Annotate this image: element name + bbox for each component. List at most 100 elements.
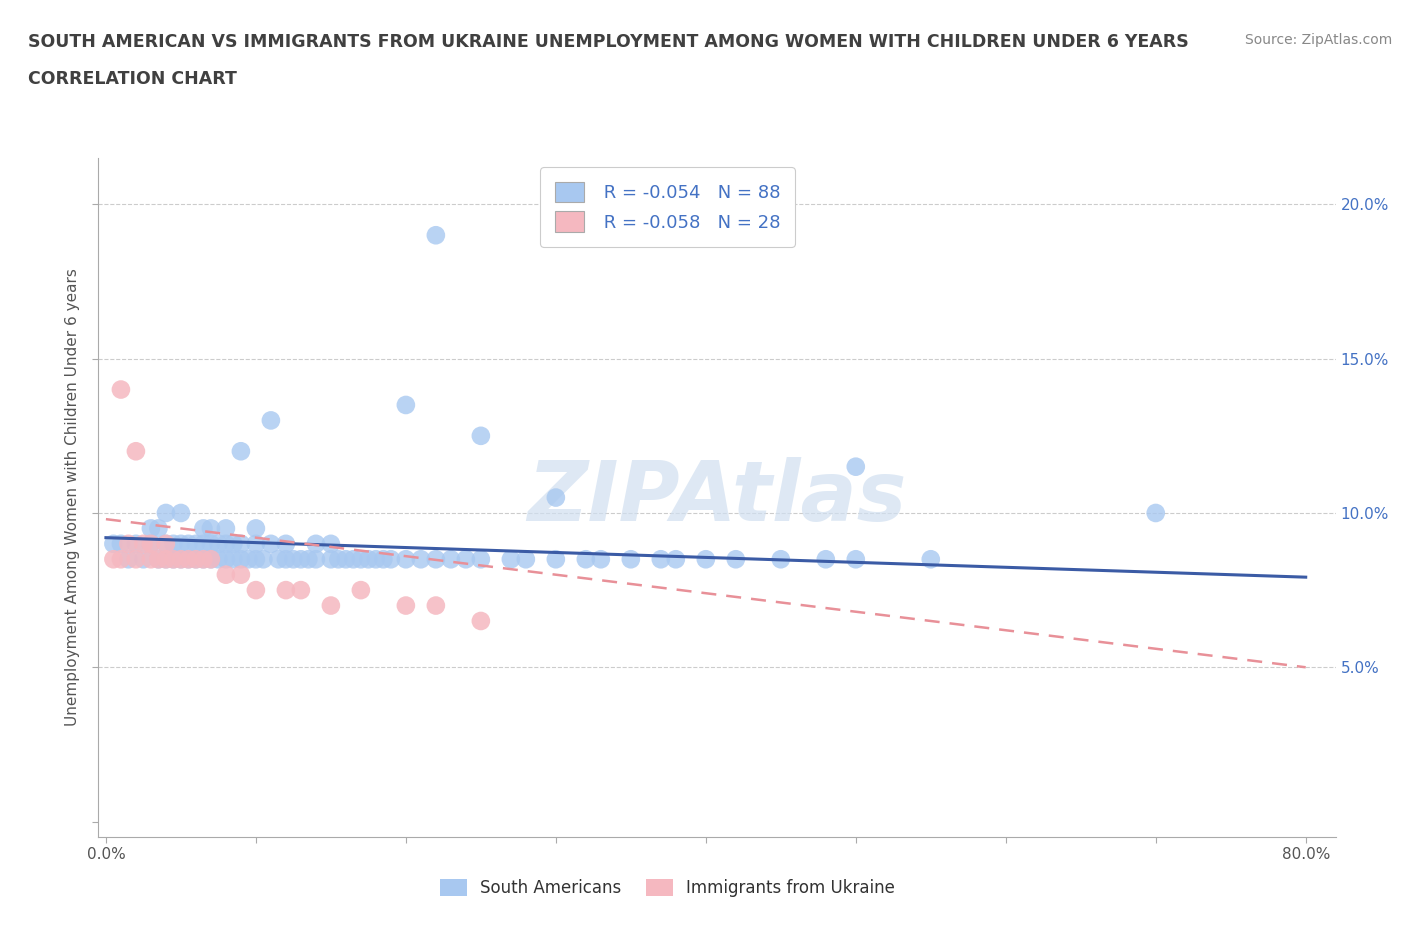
Point bbox=[335, 551, 357, 566]
Point bbox=[650, 551, 672, 566]
Point bbox=[425, 598, 447, 613]
Point bbox=[162, 551, 184, 566]
Point bbox=[170, 506, 193, 521]
Point bbox=[1144, 506, 1167, 521]
Point bbox=[395, 598, 418, 613]
Point bbox=[267, 551, 290, 566]
Point bbox=[260, 413, 283, 428]
Point bbox=[139, 521, 162, 536]
Point bbox=[425, 228, 447, 243]
Point bbox=[290, 551, 312, 566]
Point bbox=[215, 521, 238, 536]
Point bbox=[395, 551, 418, 566]
Point bbox=[215, 567, 238, 582]
Point bbox=[319, 551, 342, 566]
Point bbox=[238, 551, 260, 566]
Point bbox=[454, 551, 477, 566]
Point bbox=[162, 537, 184, 551]
Point bbox=[769, 551, 792, 566]
Legend: South Americans, Immigrants from Ukraine: South Americans, Immigrants from Ukraine bbox=[433, 871, 901, 903]
Point bbox=[260, 537, 283, 551]
Point bbox=[139, 537, 162, 551]
Point bbox=[245, 537, 267, 551]
Point bbox=[110, 551, 132, 566]
Point bbox=[319, 598, 342, 613]
Text: SOUTH AMERICAN VS IMMIGRANTS FROM UKRAINE UNEMPLOYMENT AMONG WOMEN WITH CHILDREN: SOUTH AMERICAN VS IMMIGRANTS FROM UKRAIN… bbox=[28, 33, 1189, 50]
Point bbox=[357, 551, 380, 566]
Point bbox=[544, 551, 567, 566]
Point bbox=[155, 551, 177, 566]
Point bbox=[229, 567, 252, 582]
Point bbox=[155, 551, 177, 566]
Point bbox=[117, 537, 139, 551]
Point bbox=[177, 537, 200, 551]
Point bbox=[305, 551, 328, 566]
Point bbox=[162, 551, 184, 566]
Point bbox=[373, 551, 395, 566]
Point bbox=[470, 429, 492, 444]
Point bbox=[470, 551, 492, 566]
Point bbox=[328, 551, 350, 566]
Point bbox=[193, 551, 215, 566]
Point bbox=[515, 551, 537, 566]
Point bbox=[170, 537, 193, 551]
Point bbox=[177, 551, 200, 566]
Point bbox=[342, 551, 364, 566]
Point bbox=[364, 551, 387, 566]
Point bbox=[200, 521, 222, 536]
Point bbox=[148, 551, 170, 566]
Point bbox=[814, 551, 837, 566]
Point bbox=[350, 551, 373, 566]
Point bbox=[305, 537, 328, 551]
Point bbox=[245, 583, 267, 598]
Text: CORRELATION CHART: CORRELATION CHART bbox=[28, 70, 238, 87]
Point bbox=[665, 551, 688, 566]
Point bbox=[139, 551, 162, 566]
Point bbox=[845, 459, 868, 474]
Point bbox=[117, 551, 139, 566]
Point bbox=[132, 551, 155, 566]
Point bbox=[274, 551, 297, 566]
Point bbox=[125, 444, 148, 458]
Point bbox=[103, 551, 125, 566]
Point bbox=[544, 490, 567, 505]
Point bbox=[215, 551, 238, 566]
Point bbox=[184, 551, 207, 566]
Point bbox=[229, 537, 252, 551]
Text: Source: ZipAtlas.com: Source: ZipAtlas.com bbox=[1244, 33, 1392, 46]
Point bbox=[229, 551, 252, 566]
Point bbox=[184, 551, 207, 566]
Point bbox=[695, 551, 717, 566]
Point bbox=[845, 551, 868, 566]
Point bbox=[297, 551, 319, 566]
Point bbox=[229, 444, 252, 458]
Point bbox=[575, 551, 598, 566]
Point bbox=[319, 537, 342, 551]
Point bbox=[132, 537, 155, 551]
Point bbox=[215, 537, 238, 551]
Point bbox=[200, 551, 222, 566]
Point bbox=[184, 537, 207, 551]
Point bbox=[589, 551, 612, 566]
Point bbox=[222, 551, 245, 566]
Point bbox=[409, 551, 432, 566]
Point bbox=[170, 551, 193, 566]
Point bbox=[125, 551, 148, 566]
Point bbox=[380, 551, 402, 566]
Point bbox=[283, 551, 305, 566]
Point bbox=[148, 551, 170, 566]
Point bbox=[499, 551, 522, 566]
Point bbox=[470, 614, 492, 629]
Point bbox=[620, 551, 643, 566]
Point bbox=[245, 521, 267, 536]
Point bbox=[103, 537, 125, 551]
Point bbox=[177, 551, 200, 566]
Text: ZIPAtlas: ZIPAtlas bbox=[527, 457, 907, 538]
Point bbox=[245, 551, 267, 566]
Point bbox=[222, 537, 245, 551]
Point bbox=[395, 397, 418, 412]
Point bbox=[920, 551, 942, 566]
Point bbox=[207, 537, 229, 551]
Point bbox=[193, 551, 215, 566]
Point bbox=[148, 521, 170, 536]
